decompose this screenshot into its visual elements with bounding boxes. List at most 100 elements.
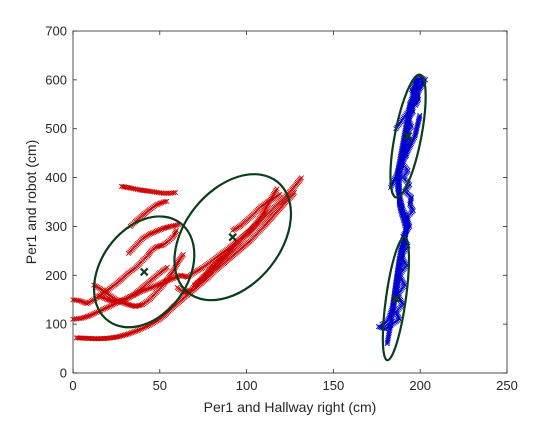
data-point <box>172 230 178 236</box>
data-point <box>97 293 104 300</box>
data-point <box>417 85 424 91</box>
data-point <box>408 142 414 148</box>
cluster-ellipse-1 <box>173 173 293 302</box>
data-point <box>164 198 170 204</box>
data-point <box>117 333 123 340</box>
data-point <box>75 297 81 304</box>
data-point <box>83 314 89 320</box>
y-tick-label: 200 <box>45 268 67 283</box>
data-point <box>172 189 179 196</box>
data-point <box>142 287 149 293</box>
data-point <box>400 208 407 214</box>
data-point <box>401 258 407 264</box>
data-point <box>159 199 165 206</box>
data-point <box>77 298 83 304</box>
data-point <box>398 276 405 283</box>
data-point <box>101 306 107 312</box>
data-point <box>394 312 400 318</box>
data-point <box>395 168 401 174</box>
data-point <box>171 190 177 196</box>
data-point <box>103 296 109 302</box>
data-point <box>415 98 421 104</box>
data-point <box>410 98 416 104</box>
data-point <box>102 295 108 302</box>
data-point <box>408 103 414 109</box>
data-point <box>118 333 124 339</box>
y-tick-label: 400 <box>45 170 67 185</box>
data-point <box>150 284 156 290</box>
data-point <box>395 313 401 319</box>
data-point <box>398 162 404 168</box>
data-point <box>406 220 412 227</box>
data-point <box>392 175 398 182</box>
axes-box <box>72 30 508 374</box>
data-point <box>408 122 414 128</box>
data-point <box>400 158 406 164</box>
cluster-centers <box>139 131 413 304</box>
data-point <box>115 334 121 340</box>
data-point <box>156 201 162 207</box>
data-point <box>78 298 84 304</box>
data-point <box>157 200 164 206</box>
x-tick-label: 250 <box>496 378 518 393</box>
data-point <box>392 174 399 180</box>
data-point <box>391 177 397 183</box>
data-point <box>99 294 105 300</box>
data-point <box>390 178 397 185</box>
data-point <box>403 152 409 158</box>
data-point <box>396 316 402 322</box>
data-point <box>81 314 88 320</box>
data-point <box>261 209 267 215</box>
data-point <box>79 315 85 321</box>
data-point <box>156 281 162 287</box>
cluster-center-1 <box>228 232 237 242</box>
data-point <box>136 327 142 333</box>
data-point <box>175 259 181 265</box>
y-tick-label: 100 <box>45 317 67 332</box>
data-point <box>274 186 280 192</box>
data-point <box>146 231 153 237</box>
cluster-ellipse-2 <box>381 236 411 362</box>
data-point <box>162 199 168 205</box>
data-point <box>90 311 96 317</box>
data-point <box>375 323 382 330</box>
data-point <box>404 217 411 224</box>
data-point <box>410 108 416 115</box>
cluster-ellipse-0 <box>92 215 196 329</box>
y-axis-label: Per1 and robot (cm) <box>23 140 39 265</box>
data-point <box>80 315 86 321</box>
data-point <box>124 331 130 337</box>
data-point <box>102 305 108 311</box>
y-tick-label: 600 <box>45 72 67 87</box>
data-point <box>109 298 115 304</box>
data-point <box>291 189 297 196</box>
data-point <box>118 298 124 304</box>
data-point <box>156 227 162 233</box>
data-point <box>401 209 407 215</box>
data-point <box>80 299 86 305</box>
y-tick-label: 700 <box>45 24 67 39</box>
data-point <box>128 330 135 336</box>
data-point <box>131 329 138 335</box>
data-point <box>399 161 405 167</box>
data-point <box>92 310 98 316</box>
data-point <box>107 303 113 309</box>
data-point <box>149 230 155 236</box>
data-point <box>137 326 144 332</box>
cluster-ellipse-3 <box>389 73 427 199</box>
data-point <box>110 298 117 304</box>
data-point <box>400 279 406 285</box>
data-point <box>119 332 126 339</box>
data-point <box>405 219 411 225</box>
data-point <box>133 328 139 334</box>
data-point <box>406 146 412 152</box>
data-point <box>413 102 419 108</box>
x-axis-label: Per1 and Hallway right (cm) <box>204 399 377 415</box>
data-point <box>151 283 157 289</box>
data-point <box>401 156 407 163</box>
data-point <box>89 312 95 318</box>
data-point <box>398 275 404 281</box>
cluster-center-0 <box>139 267 149 277</box>
data-point <box>401 281 407 287</box>
cluster-center-3 <box>403 131 413 141</box>
